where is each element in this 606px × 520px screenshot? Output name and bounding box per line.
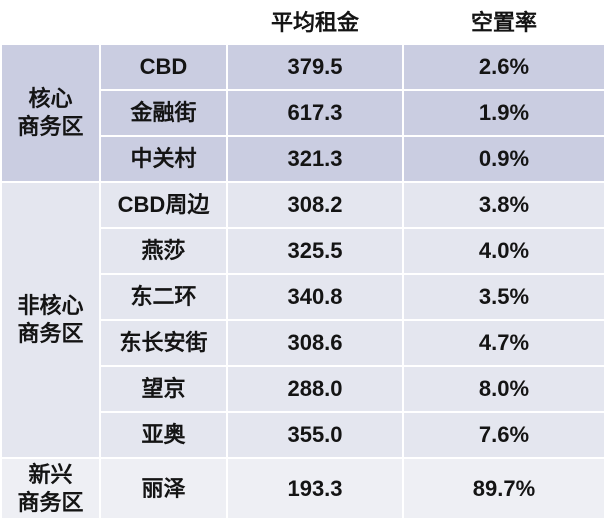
table-row: 东二环 340.8 3.5% xyxy=(2,275,604,319)
district-name: 东长安街 xyxy=(101,321,226,365)
avg-rent-value: 308.6 xyxy=(228,321,402,365)
avg-rent-value: 355.0 xyxy=(228,413,402,457)
table-row: 核心 商务区 CBD 379.5 2.6% xyxy=(2,45,604,181)
vacancy-rate-value: 4.7% xyxy=(404,321,604,365)
table-row: 中关村 321.3 0.9% xyxy=(2,137,604,181)
vacancy-rate-value: 89.7% xyxy=(404,459,604,518)
avg-rent-value: 193.3 xyxy=(228,459,402,518)
avg-rent-value: 617.3 xyxy=(228,91,402,135)
group-label-noncore: 非核心 商务区 xyxy=(2,183,99,457)
header-avg-rent: 平均租金 xyxy=(270,9,359,35)
district-name: 金融街 xyxy=(101,91,226,135)
vacancy-rate-value: 3.5% xyxy=(404,275,604,319)
district-name: 望京 xyxy=(101,367,226,411)
district-name: 亚奥 xyxy=(101,413,226,457)
avg-rent-value: 325.5 xyxy=(228,229,402,273)
table-row: 望京 288.0 8.0% xyxy=(2,367,604,411)
group-label-emerging: 新兴 商务区 xyxy=(2,459,99,518)
avg-rent-value: 288.0 xyxy=(228,367,402,411)
avg-rent-value: 340.8 xyxy=(228,275,402,319)
header-blank-cell xyxy=(2,2,99,43)
avg-rent-value: 321.3 xyxy=(228,137,402,181)
table-row: 亚奥 355.0 7.6% xyxy=(2,413,604,457)
header-row: 平均租金 空置率 xyxy=(2,2,604,43)
table-row: 非核心 商务区 CBD周边 308.2 3.8% xyxy=(2,183,604,457)
vacancy-rate-value: 4.0% xyxy=(404,229,604,273)
table-row: 新兴 商务区 丽泽 193.3 89.7% xyxy=(2,459,604,518)
vacancy-rate-value: 8.0% xyxy=(404,367,604,411)
district-name: 丽泽 xyxy=(101,459,226,518)
table-row: 东长安街 308.6 4.7% xyxy=(2,321,604,365)
header-vacancy-rate: 空置率 xyxy=(470,9,537,35)
table-row: 燕莎 325.5 4.0% xyxy=(2,229,604,273)
vacancy-rate-value: 2.6% xyxy=(404,45,604,89)
vacancy-rate-value: 3.8% xyxy=(404,183,604,227)
district-name: 燕莎 xyxy=(101,229,226,273)
district-name: CBD xyxy=(101,45,226,89)
avg-rent-value: 308.2 xyxy=(228,183,402,227)
vacancy-rate-value: 7.6% xyxy=(404,413,604,457)
table-row: 金融街 617.3 1.9% xyxy=(2,91,604,135)
header-blank-cell xyxy=(101,2,226,43)
district-name: 中关村 xyxy=(101,137,226,181)
vacancy-rate-value: 0.9% xyxy=(404,137,604,181)
district-name: CBD周边 xyxy=(101,183,226,227)
avg-rent-value: 379.5 xyxy=(228,45,402,89)
group-label-core: 核心 商务区 xyxy=(2,45,99,181)
vacancy-rate-value: 1.9% xyxy=(404,91,604,135)
district-name: 东二环 xyxy=(101,275,226,319)
